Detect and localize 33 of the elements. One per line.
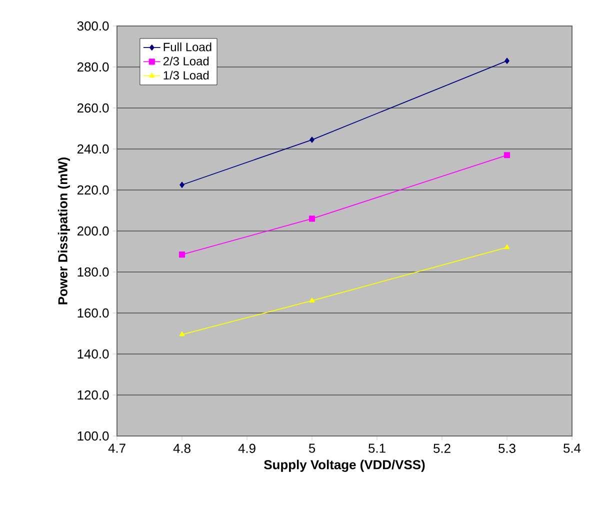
point — [309, 298, 315, 302]
y-tick-label: 200.0 — [77, 226, 109, 236]
point — [179, 331, 185, 336]
x-tick-label: 5.4 — [564, 444, 581, 453]
y-tick-label: 280.0 — [77, 62, 109, 72]
point — [504, 58, 510, 64]
y-tick-label: 100.0 — [78, 431, 109, 441]
x-tick-label: 4.8 — [173, 444, 190, 453]
y-tick-label: 160.0 — [78, 308, 109, 318]
x-tick-label: 5.2 — [434, 444, 450, 453]
legend-label: 2/3 Load — [163, 56, 209, 66]
x-tick-label: 5.1 — [368, 444, 386, 453]
y-tick-label: 120.0 — [78, 390, 109, 400]
y-axis-title: Power Dissipation (mW) — [58, 158, 70, 304]
point — [504, 244, 510, 250]
legend-label: 1/3 Load — [164, 70, 209, 80]
y-tick-label: 240.0 — [77, 144, 109, 154]
legend-label: Full Load — [164, 42, 212, 52]
point — [178, 252, 186, 258]
y-tick-label: 260.0 — [77, 103, 109, 113]
x-tick-label: 5 — [308, 444, 316, 453]
y-tick-label: 300.0 — [77, 21, 109, 31]
y-tick-label: 140.0 — [78, 349, 109, 359]
y-tick-label: 220.0 — [77, 185, 109, 195]
y-tick-label: 180.0 — [78, 267, 109, 277]
x-tick-label: 5.3 — [498, 444, 516, 453]
point — [504, 152, 510, 158]
point — [310, 136, 314, 143]
point — [308, 216, 316, 222]
x-axis-title: Supply Voltage (VDD/VSS) — [264, 460, 425, 472]
x-tick-label: 4.7 — [108, 444, 126, 453]
x-tick-label: 4.9 — [238, 444, 256, 453]
point — [180, 182, 184, 188]
